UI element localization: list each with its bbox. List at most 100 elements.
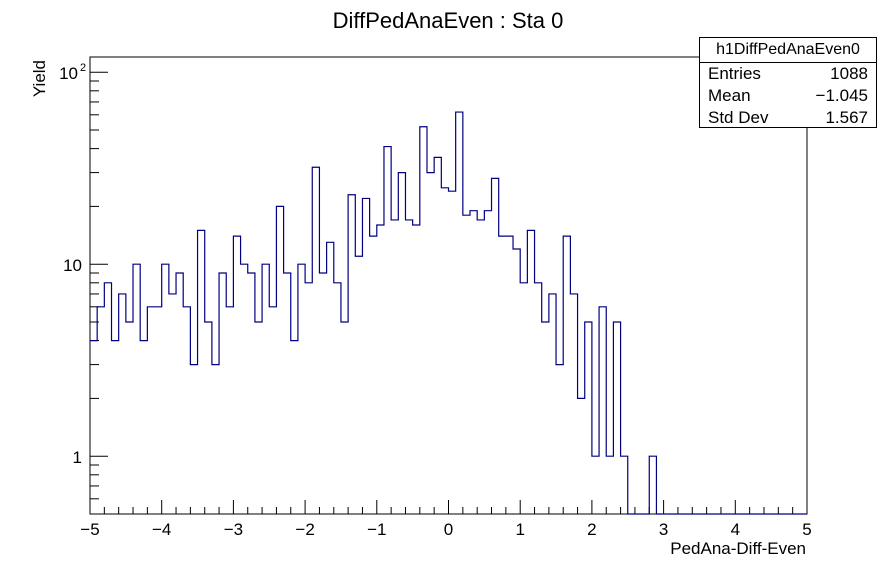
histogram-bin [312, 167, 319, 514]
histogram-bin [198, 230, 205, 514]
histogram-bin [276, 206, 283, 514]
histogram-bin [226, 307, 233, 514]
histogram-bin [585, 322, 592, 514]
histogram-bin [362, 198, 369, 514]
stats-label: Entries [708, 64, 761, 83]
histogram-bin [348, 195, 355, 514]
histogram-bin [621, 456, 628, 514]
y-axis-label: Yield [30, 60, 49, 97]
histogram-bin [420, 127, 427, 514]
x-tick-label: −1 [367, 520, 386, 539]
stats-box-title: h1DiffPedAnaEven0 [700, 38, 876, 63]
histogram-bin [535, 283, 542, 514]
histogram-bin [570, 294, 577, 514]
histogram-bin [219, 273, 226, 514]
histogram-bin [126, 322, 133, 514]
histogram-bin [334, 283, 341, 514]
x-tick-label: 5 [802, 520, 811, 539]
histogram-bin [405, 220, 412, 514]
histogram-bin [434, 157, 441, 514]
histogram-bin [97, 307, 104, 514]
histogram-bin [606, 456, 613, 514]
histogram-bin [549, 294, 556, 514]
x-axis: −5 −4 −3 −2 −1 0 1 2 3 4 5 [80, 500, 812, 539]
histogram-bin [463, 215, 470, 514]
histogram-bin [484, 211, 491, 514]
histogram-bin [341, 322, 348, 514]
histogram-bin [470, 211, 477, 514]
histogram-bin [147, 307, 154, 514]
histogram-bin [506, 236, 513, 514]
histogram-bin [190, 365, 197, 514]
histogram-bin [456, 112, 463, 514]
stats-value: 1088 [830, 64, 868, 83]
histogram-bin [599, 307, 606, 514]
histogram-bin [613, 322, 620, 514]
histogram-bin [441, 188, 448, 514]
histogram-bin [183, 307, 190, 514]
histogram-bin [298, 264, 305, 514]
stats-value: −1.045 [815, 86, 868, 105]
histogram-bin [262, 264, 269, 514]
histogram-bin [492, 178, 499, 514]
x-tick-label: 2 [587, 520, 596, 539]
y-tick-label: 10 [59, 64, 78, 83]
histogram-bin [427, 173, 434, 514]
histogram-bin [133, 264, 140, 514]
histogram-bin [284, 273, 291, 514]
histogram-bin [355, 256, 362, 514]
stats-label: Mean [708, 86, 751, 105]
histogram-bin [169, 294, 176, 514]
histogram-bins [90, 112, 656, 514]
histogram-bin [248, 273, 255, 514]
x-tick-label: 1 [515, 520, 524, 539]
histogram-bin [377, 225, 384, 514]
x-tick-label: −3 [224, 520, 243, 539]
histogram-bin [649, 456, 656, 514]
histogram-bin [241, 264, 248, 514]
stats-row-entries: Entries 1088 [700, 63, 876, 85]
stats-box: h1DiffPedAnaEven0 Entries 1088 Mean −1.0… [699, 37, 877, 128]
x-tick-label: 3 [659, 520, 668, 539]
stats-label: Std Dev [708, 108, 769, 127]
histogram-bin [155, 307, 162, 514]
histogram-bin [291, 341, 298, 514]
histogram-bin [542, 322, 549, 514]
histogram-bin [205, 322, 212, 514]
histogram-bin [449, 191, 456, 514]
x-tick-label: −2 [295, 520, 314, 539]
histogram-bin [104, 283, 111, 514]
histogram-bin [563, 236, 570, 514]
histogram-bin [370, 236, 377, 514]
histogram-bin [391, 220, 398, 514]
y-tick-label: 10 [63, 256, 82, 275]
stats-row-mean: Mean −1.045 [700, 85, 876, 107]
histogram-bin [327, 242, 334, 514]
x-tick-label: 0 [444, 520, 453, 539]
histogram-bin [305, 283, 312, 514]
histogram-bin [176, 273, 183, 514]
histogram-bin [513, 249, 520, 514]
histogram-bin [477, 220, 484, 514]
histogram-bin [112, 341, 119, 514]
histogram-bin [413, 225, 420, 514]
histogram-bin [578, 398, 585, 514]
histogram-bin [90, 341, 97, 514]
histogram-bin [140, 341, 147, 514]
histogram-bin [119, 294, 126, 514]
histogram-bin [499, 236, 506, 514]
x-tick-label: 4 [731, 520, 740, 539]
histogram-bin [520, 283, 527, 514]
x-axis-label: PedAna-Diff-Even [670, 539, 806, 558]
histogram-bin [319, 273, 326, 514]
x-tick-label: −4 [152, 520, 171, 539]
histogram-bin [162, 264, 169, 514]
histogram-outline [90, 111, 807, 515]
histogram-bin [592, 456, 599, 514]
y-tick-exponent: 2 [80, 62, 86, 74]
histogram-bin [527, 230, 534, 514]
histogram-bin [212, 365, 219, 514]
